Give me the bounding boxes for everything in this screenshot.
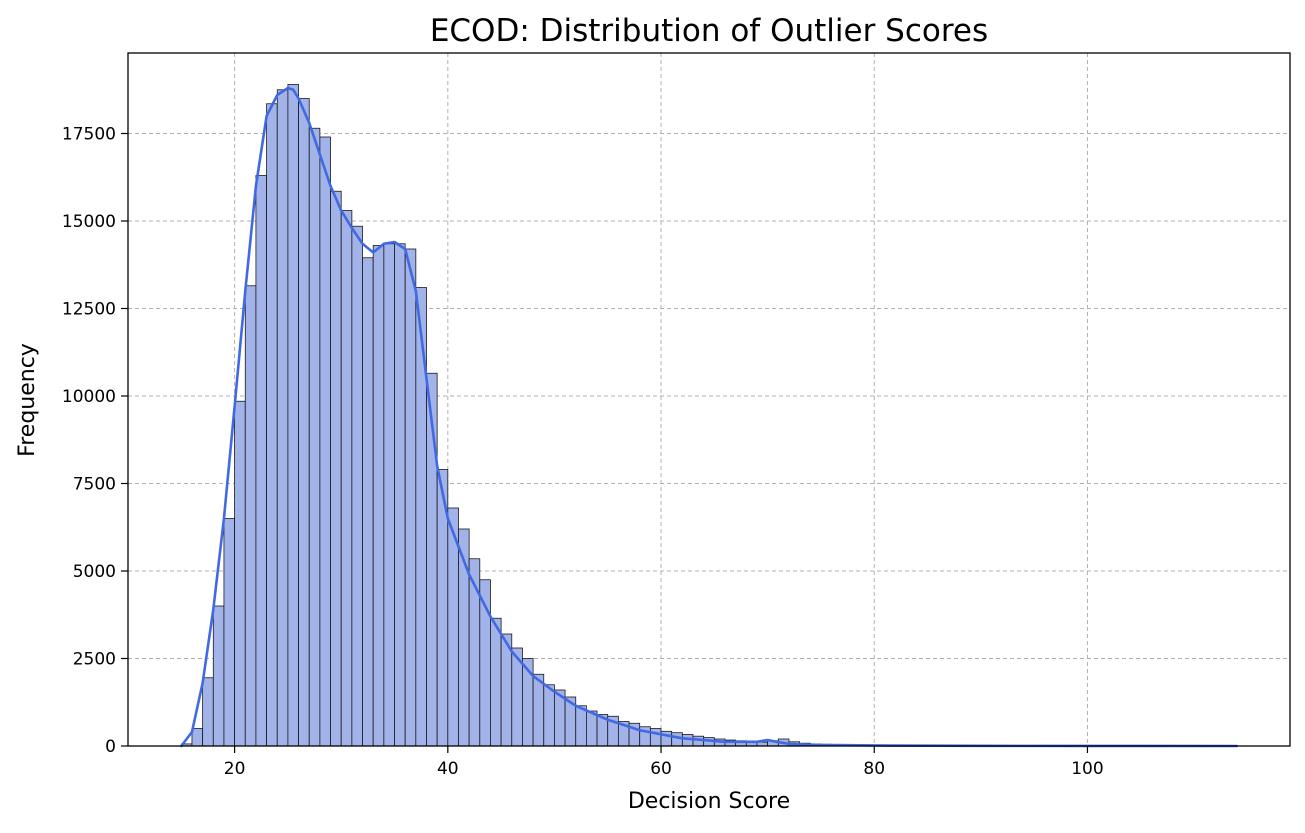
histogram-bar	[533, 674, 544, 746]
histogram-bar	[213, 606, 224, 746]
histogram-bar	[352, 226, 363, 746]
x-tick-label: 40	[437, 759, 459, 779]
histogram-bar	[363, 258, 374, 746]
histogram-bar	[299, 99, 310, 747]
x-axis-label: Decision Score	[628, 789, 790, 814]
histogram-bar	[490, 618, 501, 746]
y-tick-label: 17500	[62, 125, 116, 145]
histogram-bar	[267, 104, 278, 746]
histogram-bar	[235, 401, 246, 746]
y-tick-label: 2500	[73, 650, 116, 670]
histogram-bar	[245, 286, 256, 746]
histogram-bar	[192, 729, 203, 747]
chart-title: ECOD: Distribution of Outlier Scores	[430, 13, 988, 49]
histogram-bar	[203, 678, 214, 746]
histogram-bar	[288, 85, 299, 747]
histogram-bar	[650, 729, 661, 747]
y-tick-label: 5000	[73, 562, 116, 582]
histogram-bar	[405, 249, 416, 746]
x-tick-label: 20	[224, 759, 246, 779]
x-tick-label: 80	[863, 759, 885, 779]
histogram-bar	[224, 519, 235, 747]
histogram-bar	[395, 244, 406, 746]
histogram-bar	[331, 191, 342, 746]
y-tick-label: 12500	[62, 300, 116, 320]
y-axis-label: Frequency	[15, 343, 40, 457]
histogram-bar	[544, 685, 555, 746]
x-axis-ticks: 20 40 60 80 100	[224, 746, 1104, 779]
histogram-bar	[256, 176, 267, 747]
histogram-bar	[586, 711, 597, 746]
y-tick-label: 7500	[73, 475, 116, 495]
y-tick-label: 0	[105, 737, 116, 757]
x-tick-label: 100	[1071, 759, 1103, 779]
x-tick-label: 60	[650, 759, 672, 779]
histogram-bar	[320, 137, 331, 746]
histogram-bar	[341, 211, 352, 747]
histogram-bar	[277, 90, 288, 746]
histogram-bar	[309, 128, 320, 746]
histogram-bar	[576, 706, 587, 746]
histogram-bars	[181, 85, 1236, 747]
y-tick-label: 15000	[62, 212, 116, 232]
y-tick-label: 10000	[62, 387, 116, 407]
y-axis-ticks: 0 2500 5000 7500 10000 12500 15000 17500	[62, 125, 128, 758]
histogram-bar	[672, 733, 683, 746]
histogram-bar	[384, 244, 395, 746]
histogram-bar	[373, 246, 384, 747]
